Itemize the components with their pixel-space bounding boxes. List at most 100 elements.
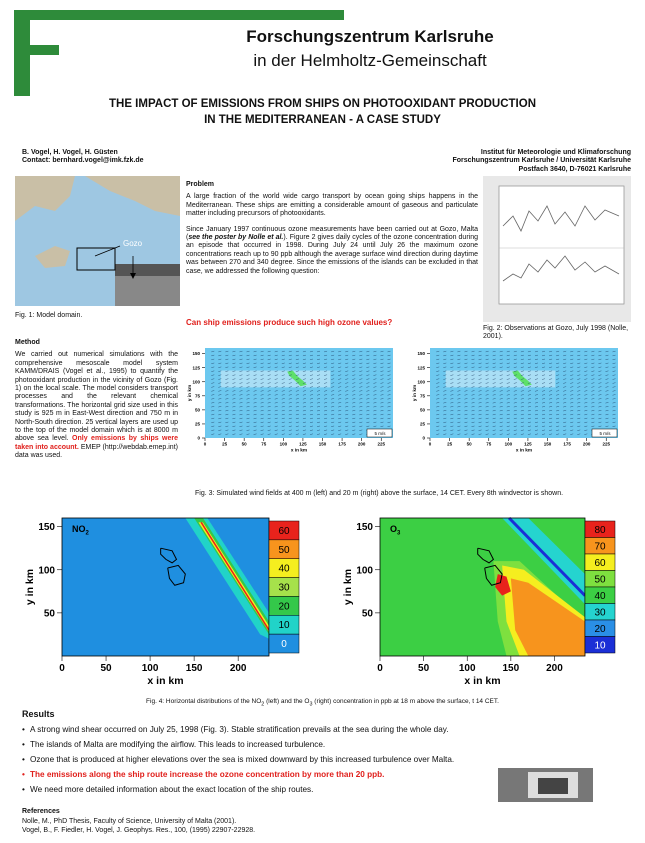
poster-title: THE IMPACT OF EMISSIONS FROM SHIPS ON PH… [0, 96, 645, 128]
x-axis-label: x in km [291, 447, 307, 453]
map-figure: Gozo [15, 176, 180, 306]
author-line: B. Vogel, H. Vogel, H. Güsten [22, 149, 144, 157]
y-tick-label: 0 [422, 436, 425, 441]
x-tick-label: 200 [583, 442, 591, 447]
x-tick-label: 150 [544, 442, 552, 447]
logo [0, 0, 645, 100]
x-tick-label: 200 [358, 442, 366, 447]
y-axis-label: y in km [24, 569, 36, 605]
result-bullet: The islands of Malta are modifying the a… [22, 737, 454, 752]
x-tick-label: 25 [447, 442, 453, 447]
figures: 0255075100125150175200225025507510012515… [0, 330, 645, 720]
fig3-caption: Fig. 3: Simulated wind fields at 400 m (… [195, 490, 563, 498]
x-tick-label: 0 [204, 442, 207, 447]
x-tick-label: 75 [261, 442, 267, 447]
emphasis: see the poster by Nolle et al. [188, 234, 283, 241]
colorbar-label: 20 [278, 601, 290, 612]
text: (left) and the O [264, 698, 309, 705]
section-heading: References [22, 808, 255, 816]
institute-line: Institut für Meteorologie und Klimaforsc… [452, 149, 631, 157]
x-tick-label: 50 [100, 663, 112, 674]
y-tick-label: 150 [38, 522, 55, 533]
x-tick-label: 200 [546, 663, 563, 674]
x-tick-label: 50 [242, 442, 248, 447]
result-bullet: We need more detailed information about … [22, 782, 454, 797]
x-tick-label: 200 [230, 663, 247, 674]
y-tick-label: 150 [192, 351, 200, 356]
colorbar-label: 40 [278, 564, 290, 575]
y-axis-label: y in km [342, 569, 354, 605]
reference: Vogel, B., F. Fiedler, H. Vogel, J. Geop… [22, 827, 255, 835]
result-bullet: Ozone that is produced at higher elevati… [22, 752, 454, 767]
colorbar-label: 70 [594, 541, 606, 552]
x-tick-label: 125 [524, 442, 532, 447]
results-list: A strong wind shear occurred on July 25,… [22, 722, 454, 797]
y-tick-label: 100 [356, 565, 373, 576]
y-tick-label: 25 [195, 422, 201, 427]
observation-figure [483, 176, 631, 322]
y-tick-label: 50 [420, 407, 426, 412]
section-heading: Problem [186, 181, 478, 189]
colorbar-label: 50 [278, 545, 290, 556]
x-tick-label: 150 [319, 442, 327, 447]
author-line: Contact: bernhard.vogel@imk.fzk.de [22, 157, 144, 165]
scale-label: 5 m/s [599, 431, 611, 436]
x-tick-label: 100 [505, 442, 513, 447]
paragraph: A large fraction of the world wide cargo… [186, 193, 478, 218]
text: Fig. 4: Horizontal distributions of the … [146, 698, 261, 705]
x-tick-label: 0 [377, 663, 383, 674]
result-bullet: A strong wind shear occurred on July 25,… [22, 722, 454, 737]
scale-label: 5 m/s [374, 431, 386, 436]
y-tick-label: 100 [192, 379, 200, 384]
y-tick-label: 150 [417, 351, 425, 356]
y-tick-label: 0 [197, 436, 200, 441]
x-tick-label: 100 [280, 442, 288, 447]
institute: Institut für Meteorologie und Klimaforsc… [452, 149, 631, 174]
x-axis-label: x in km [464, 675, 500, 687]
y-axis-label: y in km [412, 385, 418, 401]
x-axis-label: x in km [147, 675, 183, 687]
colorbar-label: 20 [594, 624, 606, 635]
map-label: Gozo [123, 239, 143, 248]
y-tick-label: 150 [356, 522, 373, 533]
result-bullet: The emissions along the ship route incre… [22, 767, 454, 782]
text: (right) concentration in ppb at 18 m abo… [313, 698, 499, 705]
y-tick-label: 75 [195, 393, 201, 398]
title-line: THE IMPACT OF EMISSIONS FROM SHIPS ON PH… [0, 96, 645, 112]
x-tick-label: 50 [418, 663, 430, 674]
institute-line: Forschungszentrum Karlsruhe / Universitä… [452, 157, 631, 165]
fig1-caption: Fig. 1: Model domain. [15, 312, 82, 320]
colorbar-label: 30 [594, 607, 606, 618]
y-tick-label: 125 [192, 365, 200, 370]
y-tick-label: 125 [417, 365, 425, 370]
species: O [390, 524, 397, 534]
x-tick-label: 225 [602, 442, 610, 447]
y-axis-label: y in km [187, 385, 193, 401]
photo [498, 768, 593, 802]
x-tick-label: 0 [429, 442, 432, 447]
paragraph: Since January 1997 continuous ozone meas… [186, 226, 478, 276]
fig4-caption: Fig. 4: Horizontal distributions of the … [0, 698, 645, 707]
colorbar-label: 0 [281, 639, 287, 650]
y-tick-label: 50 [44, 608, 56, 619]
x-tick-label: 175 [338, 442, 346, 447]
x-tick-label: 25 [222, 442, 228, 447]
x-tick-label: 150 [186, 663, 203, 674]
authors: B. Vogel, H. Vogel, H. Güsten Contact: b… [22, 149, 144, 166]
org-subtitle: in der Helmholtz-Gemeinschaft [200, 51, 540, 71]
problem-section: Problem A large fraction of the world wi… [186, 181, 478, 276]
y-tick-label: 75 [420, 393, 426, 398]
reference: Nolle, M., PhD Thesis, Faculty of Scienc… [22, 818, 255, 826]
section-heading: Results [22, 709, 55, 719]
colorbar-label: 10 [278, 620, 290, 631]
shear-band [221, 371, 331, 388]
title-line: IN THE MEDITERRANEAN - A CASE STUDY [0, 112, 645, 128]
y-tick-label: 25 [420, 422, 426, 427]
x-tick-label: 100 [142, 663, 159, 674]
species: NO [72, 524, 86, 534]
shear-band [446, 371, 556, 388]
x-axis-label: x in km [516, 447, 532, 453]
y-tick-label: 50 [362, 608, 374, 619]
institute-line: Postfach 3640, D-76021 Karlsruhe [452, 166, 631, 174]
poster: Forschungszentrum Karlsruhe in der Helmh… [0, 0, 645, 843]
